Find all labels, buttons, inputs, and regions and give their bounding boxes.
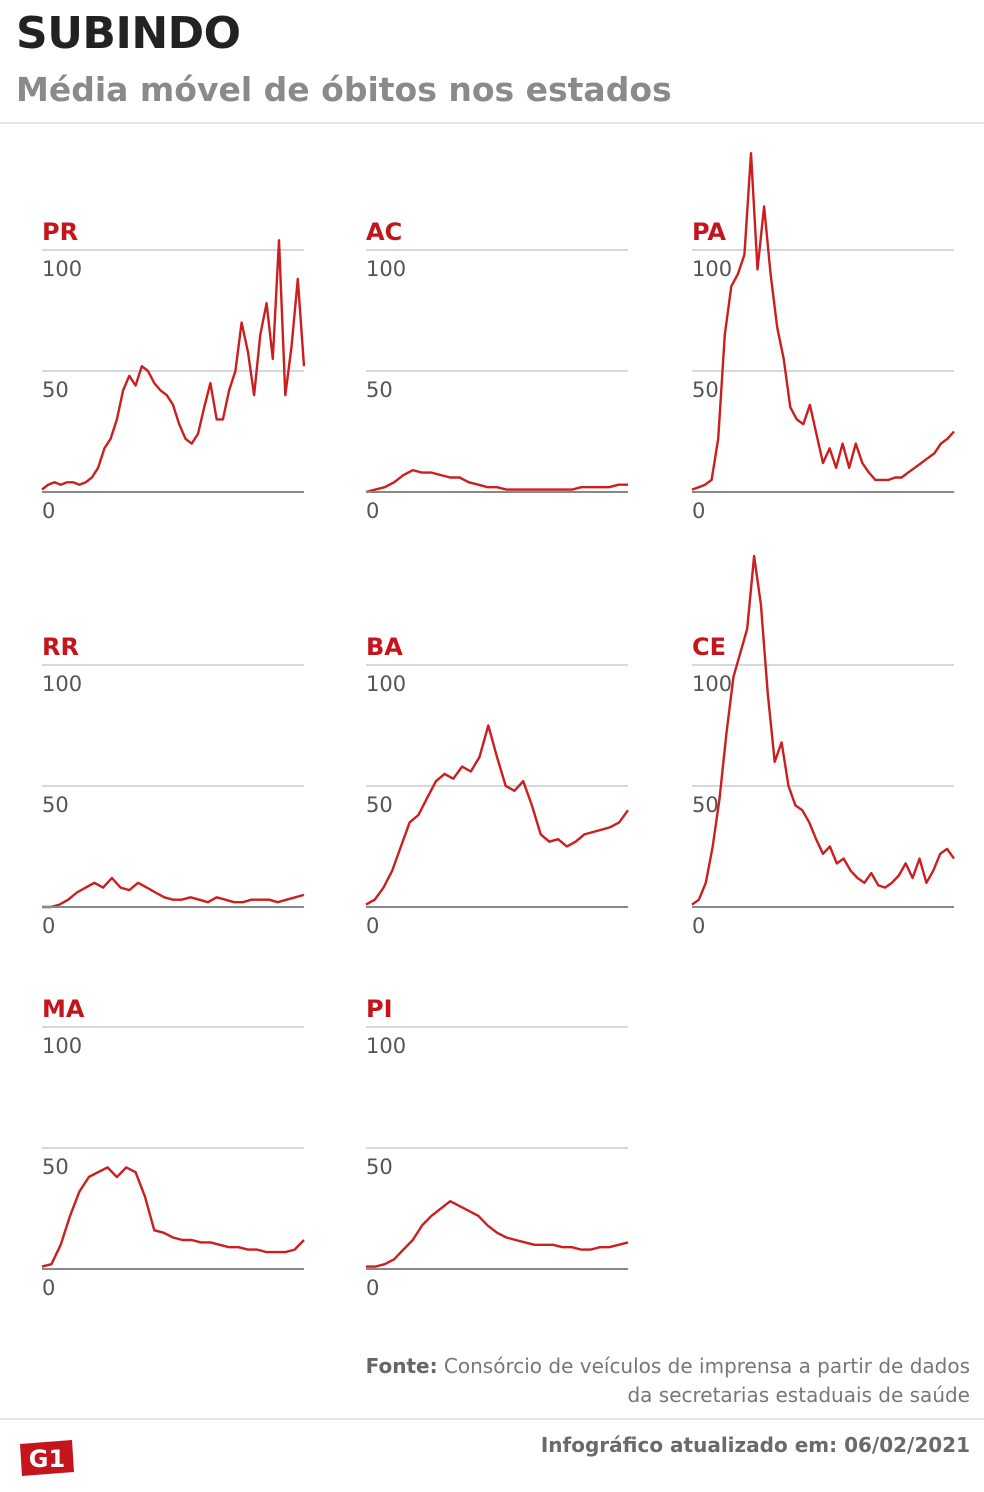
tick-label-100: 100 xyxy=(692,257,732,281)
tick-label-0: 0 xyxy=(692,914,705,938)
tick-label-100: 100 xyxy=(366,1034,406,1058)
tick-label-100: 100 xyxy=(692,672,732,696)
chart-panel-pi: 0 50 100 PI xyxy=(360,995,634,1309)
logo-text: G1 xyxy=(29,1445,65,1473)
source-label: Fonte: xyxy=(365,1354,438,1378)
tick-label-50: 50 xyxy=(692,793,719,817)
g1-logo: G1 xyxy=(20,1440,74,1476)
page-title: SUBINDO xyxy=(16,8,241,59)
source-note: Fonte: Consórcio de veículos de imprensa… xyxy=(350,1352,970,1410)
header-divider xyxy=(0,122,984,124)
state-label-pi: PI xyxy=(366,995,393,1023)
tick-label-0: 0 xyxy=(692,499,705,523)
chart-panel-ce: 0 50 100 CE xyxy=(686,554,960,947)
chart-svg-pi: 0 50 100 PI xyxy=(366,995,629,1300)
series-line-ma xyxy=(41,1166,305,1268)
state-label-ac: AC xyxy=(366,218,402,246)
chart-panel-ac: 0 50 100 AC xyxy=(360,218,634,532)
tick-label-100: 100 xyxy=(366,257,406,281)
chart-svg-pa: 0 50 100 PA xyxy=(691,151,955,523)
tick-label-50: 50 xyxy=(366,1155,393,1179)
state-label-ba: BA xyxy=(366,633,403,661)
tick-label-100: 100 xyxy=(366,672,406,696)
series-line-pi xyxy=(366,1199,629,1268)
chart-svg-ba: 0 50 100 BA xyxy=(365,633,629,938)
tick-label-0: 0 xyxy=(42,1276,55,1300)
tick-label-50: 50 xyxy=(42,793,69,817)
chart-panel-pa: 0 50 100 PA xyxy=(686,151,960,532)
footer-divider xyxy=(0,1418,984,1420)
state-label-ma: MA xyxy=(42,995,85,1023)
tick-label-50: 50 xyxy=(42,378,69,402)
tick-label-100: 100 xyxy=(42,672,82,696)
chart-svg-pr: 0 50 100 PR xyxy=(41,218,306,523)
source-text: Consórcio de veículos de imprensa a part… xyxy=(443,1354,970,1407)
series-line-pr xyxy=(41,239,306,491)
tick-label-0: 0 xyxy=(42,499,55,523)
chart-svg-ma: 0 50 100 MA xyxy=(41,995,305,1300)
state-label-pa: PA xyxy=(692,218,726,246)
tick-label-50: 50 xyxy=(366,378,393,402)
state-label-pr: PR xyxy=(42,218,78,246)
tick-label-50: 50 xyxy=(366,793,393,817)
chart-svg-ce: 0 50 100 CE xyxy=(691,554,955,938)
tick-label-50: 50 xyxy=(42,1155,69,1179)
tick-label-100: 100 xyxy=(42,1034,82,1058)
page-subtitle: Média móvel de óbitos nos estados xyxy=(16,70,672,109)
series-line-ba xyxy=(365,724,629,906)
chart-panel-pr: 0 50 100 PR xyxy=(36,218,310,532)
chart-svg-ac: 0 50 100 AC xyxy=(365,218,628,523)
updated-date: Infográfico atualizado em: 06/02/2021 xyxy=(540,1433,970,1457)
tick-label-100: 100 xyxy=(42,257,82,281)
series-line-ac xyxy=(365,468,628,494)
chart-svg-rr: 0 50 100 RR xyxy=(42,633,305,938)
chart-panel-ma: 0 50 100 MA xyxy=(36,995,310,1309)
state-label-ce: CE xyxy=(692,633,726,661)
chart-panel-rr: 0 50 100 RR xyxy=(36,633,310,947)
tick-label-0: 0 xyxy=(366,499,379,523)
tick-label-0: 0 xyxy=(42,914,55,938)
tick-label-0: 0 xyxy=(366,1276,379,1300)
tick-label-0: 0 xyxy=(366,914,379,938)
tick-label-50: 50 xyxy=(692,378,719,402)
chart-panel-ba: 0 50 100 BA xyxy=(360,633,634,947)
state-label-rr: RR xyxy=(42,633,79,661)
series-line-ce xyxy=(691,554,955,906)
series-line-rr xyxy=(42,876,305,909)
series-line-pa xyxy=(691,151,955,491)
